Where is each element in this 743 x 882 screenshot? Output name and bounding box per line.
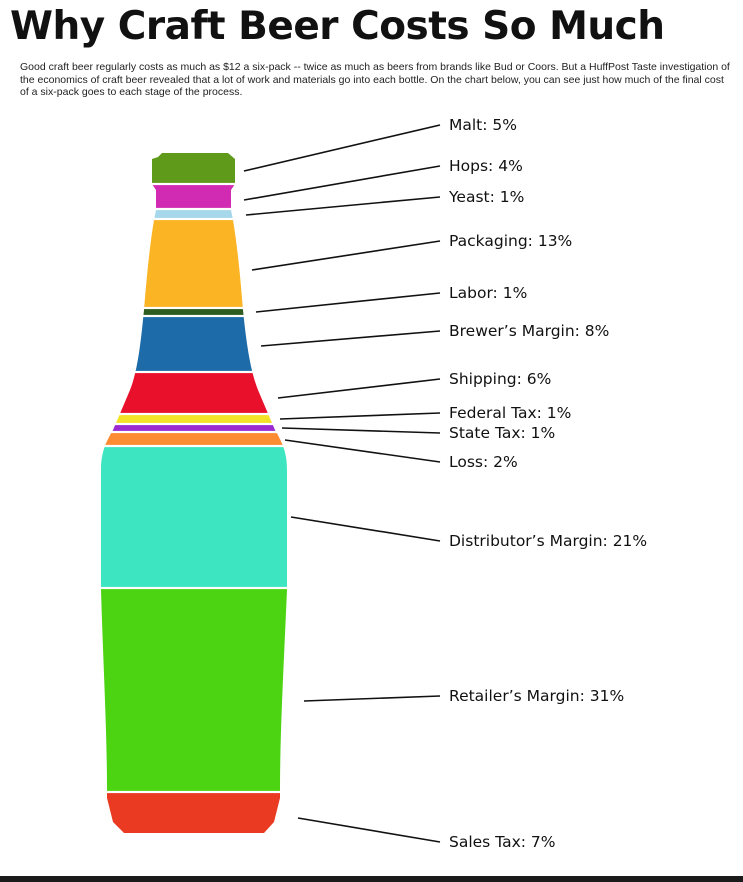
leader-lines bbox=[243, 124, 441, 843]
label-federal-tax: Federal Tax: 1% bbox=[449, 404, 571, 422]
segment-packaging bbox=[101, 220, 287, 307]
leader-labor bbox=[255, 292, 441, 313]
intro-paragraph: Good craft beer regularly costs as much … bbox=[20, 61, 730, 99]
segment-loss bbox=[101, 433, 287, 445]
label-labor: Labor: 1% bbox=[449, 284, 527, 302]
leader-retailer-s-margin bbox=[303, 695, 441, 702]
segment-labor bbox=[101, 309, 287, 315]
segment-labels: Malt: 5% Hops: 4% Yeast: 1% Packaging: 13% L… bbox=[448, 116, 647, 851]
footer-bar bbox=[0, 876, 743, 882]
leader-yeast bbox=[245, 196, 441, 216]
label-distributor-s-margin: Distributor’s Margin: 21% bbox=[449, 532, 647, 550]
label-loss: Loss: 2% bbox=[449, 453, 518, 471]
label-yeast: Yeast: 1% bbox=[448, 188, 524, 206]
label-retailer-s-margin: Retailer’s Margin: 31% bbox=[449, 687, 624, 705]
segment-state-tax bbox=[101, 425, 287, 431]
leader-packaging bbox=[251, 240, 441, 271]
leader-hops bbox=[243, 165, 441, 201]
leader-state-tax bbox=[281, 427, 441, 434]
leader-loss bbox=[284, 439, 441, 463]
leader-malt bbox=[243, 124, 441, 172]
leader-federal-tax bbox=[279, 412, 441, 420]
label-packaging: Packaging: 13% bbox=[449, 232, 572, 250]
page-title: Why Craft Beer Costs So Much bbox=[10, 4, 665, 49]
segment-retailer-s-margin bbox=[101, 589, 287, 791]
leader-distributor-s-margin bbox=[290, 516, 441, 542]
leader-brewer-s-margin bbox=[260, 330, 441, 347]
leader-sales-tax bbox=[297, 817, 441, 843]
label-sales-tax: Sales Tax: 7% bbox=[449, 833, 556, 851]
segment-sales-tax bbox=[101, 793, 287, 833]
label-malt: Malt: 5% bbox=[449, 116, 517, 134]
label-state-tax: State Tax: 1% bbox=[449, 424, 555, 442]
label-hops: Hops: 4% bbox=[449, 157, 523, 175]
segment-yeast bbox=[101, 210, 287, 218]
label-brewer-s-margin: Brewer’s Margin: 8% bbox=[449, 322, 609, 340]
segment-brewer-s-margin bbox=[101, 317, 287, 371]
label-shipping: Shipping: 6% bbox=[449, 370, 551, 388]
bottle-segments bbox=[101, 153, 287, 833]
segment-distributor-s-margin bbox=[101, 447, 287, 587]
leader-shipping bbox=[277, 378, 441, 399]
segment-federal-tax bbox=[101, 415, 287, 423]
segment-shipping bbox=[101, 373, 287, 413]
